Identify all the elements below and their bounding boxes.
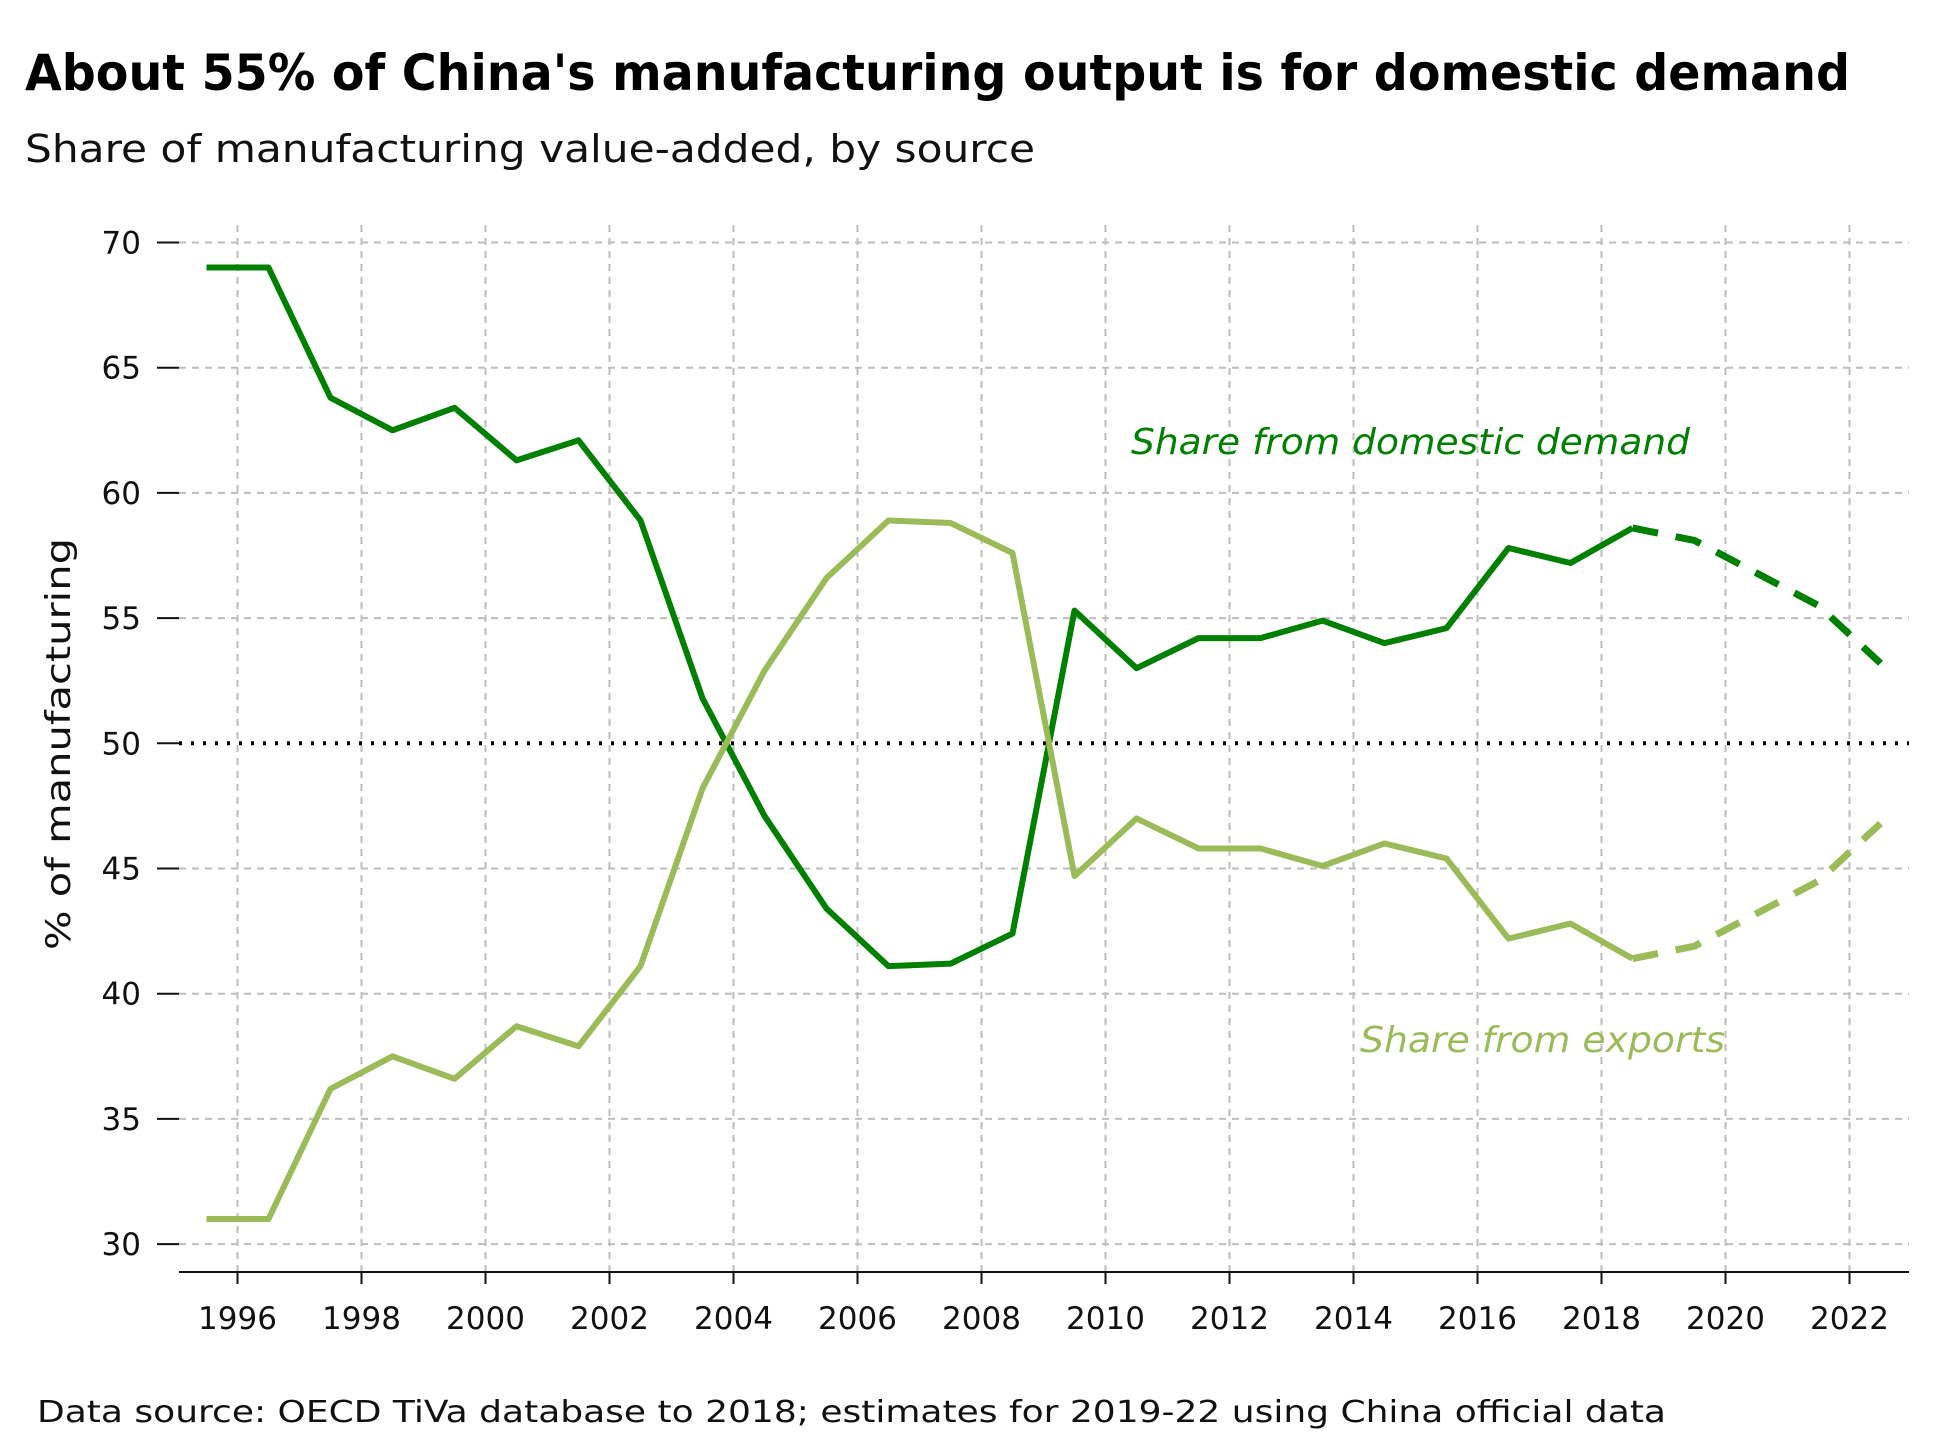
- series-lines: [206, 264, 1883, 1223]
- y-axis-label: % of manufacturing: [39, 538, 79, 950]
- y-tick-label: 35: [102, 1102, 141, 1138]
- series-label-exports: Share from exports: [1360, 1020, 1725, 1061]
- x-tick-label: 2006: [818, 1301, 897, 1337]
- x-tick-label: 2016: [1438, 1301, 1517, 1337]
- x-tick-label: 2008: [942, 1301, 1021, 1337]
- y-tick-label: 45: [102, 852, 141, 888]
- x-tick-label: 2000: [446, 1301, 525, 1337]
- series-line-domestic: [206, 264, 1634, 970]
- x-tick-label: 2014: [1314, 1301, 1393, 1337]
- y-tick-label: 50: [102, 726, 141, 762]
- x-tick-label: 2004: [694, 1301, 773, 1337]
- x-tick-label: 2018: [1562, 1301, 1641, 1337]
- axes: 1996 1998 2000 2002 2004 2006 2008 2010 2012 2014…: [102, 226, 1909, 1337]
- estimate-line-exports: [1631, 820, 1883, 963]
- chart-title: About 55% of China's manufacturing outpu…: [25, 44, 1850, 102]
- y-tick-label: 65: [102, 351, 141, 387]
- x-tick-label: 2002: [570, 1301, 649, 1337]
- x-tick-label: 1998: [322, 1301, 401, 1337]
- gridlines: [179, 225, 1909, 1272]
- y-tick-label: 70: [102, 226, 141, 262]
- y-tick-label: 60: [102, 476, 141, 512]
- series-label-domestic: Share from domestic demand: [1131, 422, 1691, 463]
- x-tick-label: 2020: [1686, 1301, 1765, 1337]
- data-source-note: Data source: OECD TiVa database to 2018;…: [37, 1395, 1666, 1430]
- x-tick-label: 2010: [1066, 1301, 1145, 1337]
- chart-subtitle: Share of manufacturing value-added, by s…: [25, 127, 1035, 171]
- series-line-exports: [206, 517, 1634, 1223]
- y-tick-label: 30: [102, 1227, 141, 1263]
- estimate-line-domestic: [1631, 524, 1883, 666]
- x-tick-label: 2022: [1810, 1301, 1889, 1337]
- y-tick-label: 55: [102, 601, 141, 637]
- x-tick-label: 1996: [198, 1301, 277, 1337]
- y-tick-label: 40: [102, 977, 141, 1013]
- x-tick-label: 2012: [1190, 1301, 1269, 1337]
